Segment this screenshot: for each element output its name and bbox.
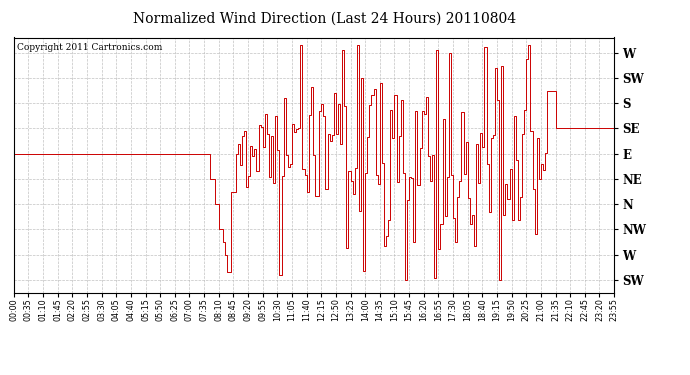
Text: Copyright 2011 Cartronics.com: Copyright 2011 Cartronics.com [17,43,162,52]
Text: Normalized Wind Direction (Last 24 Hours) 20110804: Normalized Wind Direction (Last 24 Hours… [132,11,516,25]
